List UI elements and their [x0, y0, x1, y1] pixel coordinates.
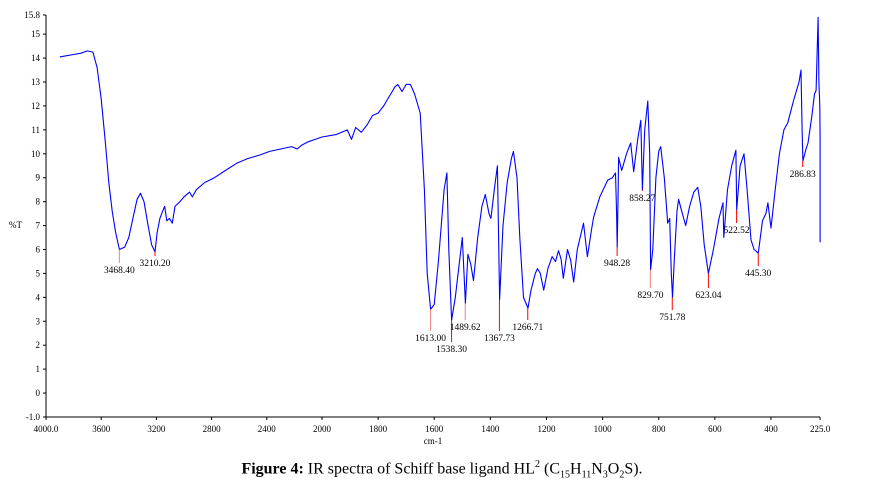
- y-tick-label: 11: [31, 125, 40, 135]
- x-tick-label: 2400: [258, 424, 277, 434]
- y-tick-label: 0: [36, 388, 41, 398]
- y-tick-label: 7: [36, 221, 41, 231]
- x-tick-label: 800: [652, 424, 666, 434]
- axes: [45, 15, 820, 418]
- x-tick-label: 3200: [147, 424, 166, 434]
- x-tick-label: 1000: [594, 424, 613, 434]
- x-tick-label: 1200: [537, 424, 556, 434]
- peak-label: 1367.73: [484, 334, 515, 344]
- x-tick-label: 400: [764, 424, 778, 434]
- peak-label: 858.27: [629, 194, 655, 204]
- y-tick-label: 9: [36, 173, 41, 183]
- x-tick-label: 3600: [92, 424, 111, 434]
- x-axis-label: cm-1: [424, 436, 443, 446]
- formula-part: (C: [540, 460, 560, 478]
- x-tick-label: 225.0: [810, 424, 831, 434]
- caption-text: IR spectra of Schiff base ligand HL: [303, 460, 535, 478]
- y-tick-label: 3: [36, 316, 41, 326]
- y-tick-label: 6: [36, 245, 41, 255]
- peak-label: 1613.00: [415, 334, 446, 344]
- peak-label: 751.78: [659, 313, 685, 323]
- x-axis-ticks: 4000.0 3600 3200 2800 2400 2000 1800 1600 1400 12…: [34, 417, 831, 434]
- caption-prefix: Figure 4:: [241, 460, 304, 478]
- figure-caption: Figure 4: IR spectra of Schiff base liga…: [0, 459, 884, 481]
- formula-part: H: [570, 460, 582, 478]
- y-tick-label: 10: [31, 149, 41, 159]
- x-tick-label: 1400: [481, 424, 500, 434]
- y-tick-label: -1.0: [26, 412, 41, 422]
- y-tick-label: 13: [31, 77, 41, 87]
- series-group: [59, 16, 821, 321]
- peak-label: 445.30: [745, 269, 771, 279]
- y-tick-label: 2: [36, 340, 41, 350]
- y-tick-label: 5: [36, 268, 41, 278]
- formula-part: S).: [624, 460, 643, 478]
- x-tick-label: 1800: [369, 424, 388, 434]
- peak-label: 1266.71: [512, 323, 543, 333]
- formula-sub: 2: [619, 469, 625, 481]
- x-tick-label: 4000.0: [34, 424, 59, 434]
- y-tick-label: 15: [31, 29, 41, 39]
- y-tick-label: 4: [36, 292, 41, 302]
- peak-label: 522.52: [724, 226, 750, 236]
- peak-label: 3468.40: [104, 266, 135, 276]
- formula-sub: 15: [560, 469, 570, 481]
- y-axis-label: %T: [9, 220, 22, 230]
- peak-label: 1489.62: [450, 323, 481, 333]
- peak-label: 623.04: [695, 291, 721, 301]
- peak-label: 3210.20: [140, 259, 171, 269]
- peak-label: 286.83: [790, 170, 816, 180]
- x-tick-label: 2800: [203, 424, 222, 434]
- y-tick-label: 12: [31, 101, 40, 111]
- caption-sup: 2: [535, 459, 540, 470]
- y-tick-label: 14: [31, 53, 41, 63]
- peak-label: 1538.30: [436, 345, 467, 355]
- peak-label: 829.70: [637, 291, 663, 301]
- peak-label: 948.28: [604, 259, 630, 269]
- formula-sub: 11: [581, 469, 592, 481]
- y-tick-label: 8: [36, 197, 41, 207]
- formula-part: O: [607, 460, 620, 478]
- x-tick-label: 2000: [313, 424, 332, 434]
- formula-sub: 3: [602, 469, 608, 481]
- formula-part: N: [591, 460, 603, 478]
- y-tick-label: 15.8: [24, 10, 40, 20]
- y-tick-label: 1: [36, 364, 41, 374]
- x-tick-label: 600: [708, 424, 722, 434]
- x-tick-label: 1600: [425, 424, 444, 434]
- spectrum-line: [59, 16, 821, 321]
